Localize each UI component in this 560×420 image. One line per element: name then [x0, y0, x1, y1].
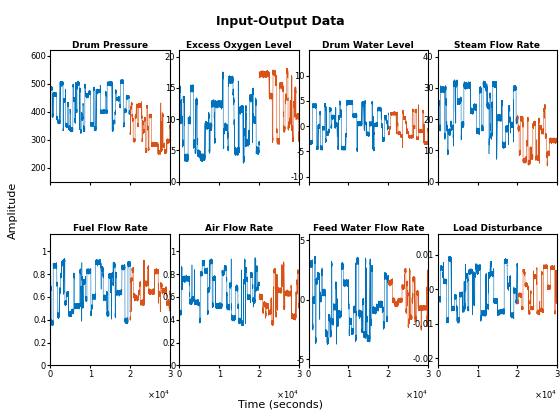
Legend: estimation data, validation data: estimation data, validation data	[454, 238, 549, 265]
Title: Feed Water Flow Rate: Feed Water Flow Rate	[312, 224, 424, 234]
Title: Steam Flow Rate: Steam Flow Rate	[454, 41, 540, 50]
Text: $\times10^4$: $\times10^4$	[276, 389, 299, 402]
Title: Fuel Flow Rate: Fuel Flow Rate	[73, 224, 148, 234]
Text: $\times10^4$: $\times10^4$	[405, 389, 428, 402]
Text: $\times10^4$: $\times10^4$	[147, 389, 170, 402]
Text: Amplitude: Amplitude	[8, 181, 18, 239]
Text: $\times10^4$: $\times10^4$	[534, 389, 557, 402]
Title: Drum Pressure: Drum Pressure	[72, 41, 148, 50]
Title: Air Flow Rate: Air Flow Rate	[205, 224, 273, 234]
Text: Input-Output Data: Input-Output Data	[216, 15, 344, 28]
Text: Time (seconds): Time (seconds)	[237, 399, 323, 409]
Title: Load Disturbance: Load Disturbance	[452, 224, 542, 234]
Title: Excess Oxygen Level: Excess Oxygen Level	[186, 41, 292, 50]
Title: Drum Water Level: Drum Water Level	[323, 41, 414, 50]
